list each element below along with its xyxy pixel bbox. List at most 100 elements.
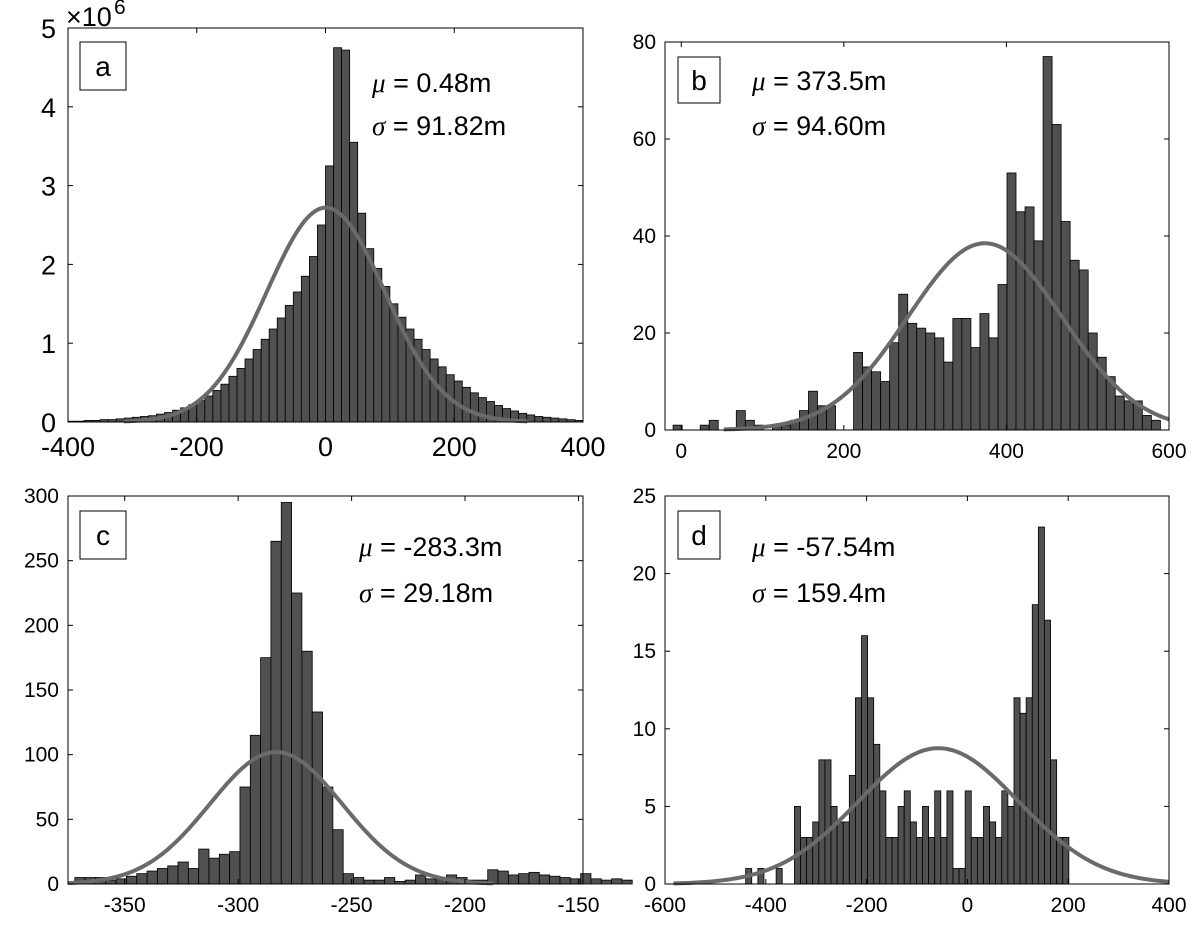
- x-tick-label: 0: [318, 432, 333, 462]
- y-axis: 0 20 40 60 80: [633, 31, 1169, 442]
- histogram-bar: [830, 806, 838, 885]
- histogram-bar: [333, 47, 342, 423]
- y-tick-label: 100: [24, 744, 59, 767]
- histogram-bar: [292, 291, 302, 423]
- panel-d: -600 -400 -200 0 200 400 0 5 10 15 20 25 d μ = -57.54…: [633, 485, 1187, 917]
- histogram-bar: [818, 759, 826, 885]
- axes-box: [664, 495, 1170, 885]
- histogram-bar: [317, 224, 326, 423]
- histogram-bar: [1013, 697, 1021, 885]
- histogram-bar: [952, 868, 960, 885]
- mean-value: = 373.5m: [766, 66, 887, 96]
- histogram-bar: [836, 821, 844, 885]
- histogram-bar: [861, 635, 869, 885]
- y-tick-label: 0: [644, 419, 656, 442]
- histogram-bar: [873, 743, 881, 885]
- sigma-annotation: σ = 94.60m: [752, 111, 886, 141]
- panel-letter: d: [691, 520, 707, 551]
- x-tick-label: 400: [560, 432, 605, 462]
- histogram-bar: [940, 837, 948, 885]
- histogram-bar: [126, 875, 138, 885]
- x-axis: -600 -400 -200 0 200 400: [644, 496, 1187, 917]
- y-tick-label: 250: [24, 550, 59, 573]
- histogram-bar: [889, 342, 900, 431]
- histogram-bar: [300, 275, 310, 423]
- histogram-bar: [384, 877, 396, 885]
- histogram-bar: [260, 338, 270, 423]
- histogram-bar: [976, 837, 984, 885]
- histogram-bar: [1050, 759, 1058, 885]
- histogram-bar: [363, 879, 375, 885]
- y-tick-label: 200: [24, 614, 59, 637]
- histogram-bar: [1015, 211, 1026, 431]
- histogram-bar: [983, 806, 990, 885]
- histogram-bar: [268, 328, 278, 423]
- sigma-annotation: σ = 159.4m: [752, 578, 886, 608]
- histogram-bar: [600, 879, 612, 885]
- gaussian-fit-curve: [673, 746, 1170, 886]
- histogram-bar: [1033, 240, 1044, 431]
- histogram-bar: [365, 248, 375, 423]
- histogram-bar: [853, 351, 864, 431]
- histogram-bar: [885, 837, 893, 885]
- histogram-bar: [212, 390, 222, 423]
- x-tick-label: -300: [217, 894, 259, 917]
- y-tick-label: 300: [24, 485, 59, 508]
- histogram-bar: [1123, 400, 1134, 431]
- histogram-bar: [1150, 419, 1161, 431]
- histogram-bar: [291, 592, 303, 885]
- histogram-bar: [311, 711, 323, 885]
- panel-letter-box: [79, 41, 127, 91]
- mu-symbol: μ: [371, 68, 386, 98]
- y-tick-label: 150: [24, 679, 59, 702]
- histogram-bar: [146, 870, 158, 885]
- x-tick-label: 200: [826, 440, 861, 463]
- mean-annotation: μ = -57.54m: [751, 532, 895, 562]
- y-tick-label: 80: [633, 31, 656, 54]
- histogram-bar: [136, 873, 148, 885]
- histogram-bar: [198, 848, 210, 885]
- x-axis: -400 -200 0 200 400: [41, 28, 606, 462]
- histogram-bar: [497, 870, 509, 885]
- histogram-bar: [812, 821, 820, 885]
- histogram-bar: [1141, 415, 1152, 431]
- histogram-bar: [528, 871, 540, 885]
- histogram-bar: [208, 857, 220, 885]
- histogram-bar: [916, 327, 927, 431]
- x-axis: -350 -300 -250 -200 -150: [104, 496, 599, 917]
- histogram-bar: [244, 358, 254, 423]
- histogram-bar: [260, 657, 272, 885]
- histogram-bar: [1025, 697, 1033, 885]
- histogram-bar: [280, 502, 292, 885]
- histogram-bar: [1069, 259, 1080, 431]
- histogram-bar: [550, 417, 560, 423]
- x-tick-label: -200: [170, 432, 224, 462]
- histogram-bar: [1037, 526, 1045, 885]
- histogram-bar: [534, 416, 544, 423]
- y-tick-label: 5: [644, 795, 656, 818]
- histogram-bar: [964, 790, 972, 885]
- histogram-bar: [341, 49, 351, 423]
- histogram-bar: [1051, 124, 1062, 431]
- histogram-bar: [897, 806, 905, 885]
- histogram-bar: [699, 424, 710, 431]
- y-axis-multiplier-exponent: 6: [114, 0, 126, 19]
- histogram-bar: [997, 284, 1008, 431]
- x-tick-label: 200: [432, 432, 477, 462]
- histogram-bars: [67, 47, 584, 423]
- histogram-bar: [507, 874, 520, 885]
- x-tick-label: -200: [846, 894, 888, 917]
- histogram-bar: [946, 790, 954, 885]
- y-tick-label: 15: [633, 640, 656, 663]
- y-tick-label: 10: [633, 718, 656, 741]
- histogram-bar: [538, 874, 551, 885]
- histogram-bar: [979, 313, 990, 431]
- histogram-bar: [611, 878, 623, 885]
- mean-value: = -57.54m: [766, 532, 896, 562]
- histogram-bar: [284, 304, 294, 423]
- histogram-bar: [903, 790, 911, 885]
- histogram-bar: [1042, 56, 1053, 431]
- histogram-bar: [590, 878, 602, 885]
- panel-letter-box: [677, 510, 721, 560]
- histogram-bar: [916, 837, 923, 885]
